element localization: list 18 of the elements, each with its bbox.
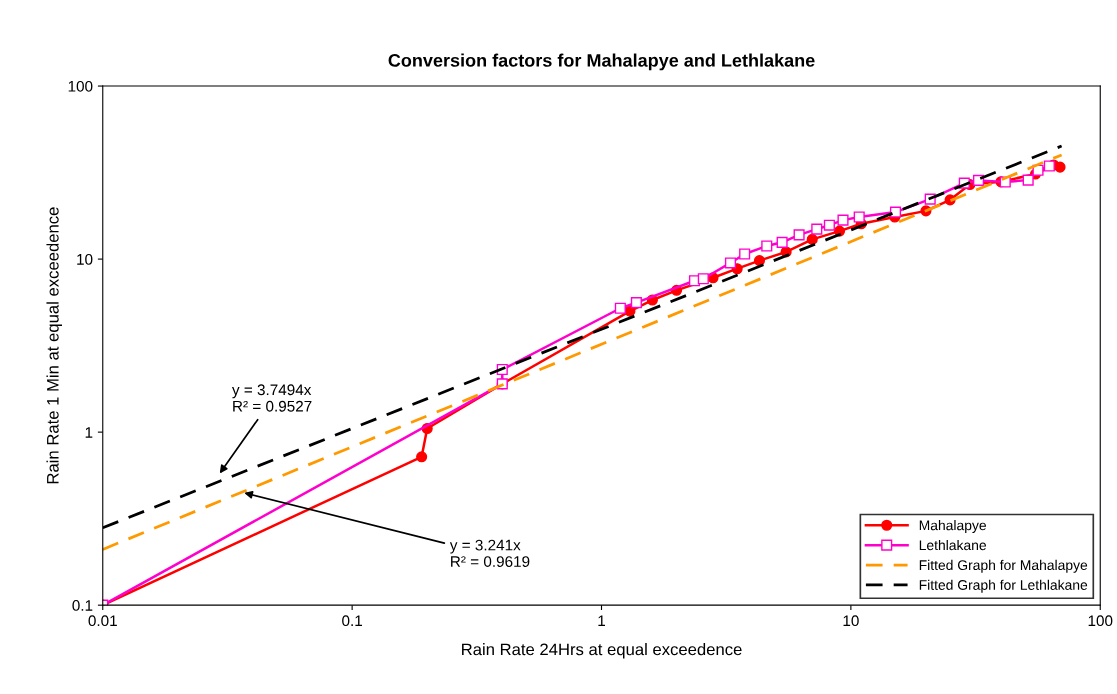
annotation: y = 3.7494x R² = 0.9527	[232, 384, 312, 412]
y-tick-label: 100	[68, 80, 93, 92]
x-tick-label: 0.1	[342, 615, 363, 627]
x-tick-label: 100	[1088, 615, 1113, 627]
y-tick-label: 0.1	[72, 600, 93, 611]
x-axis-title: Rain Rate 24Hrs at equal exceedence	[462, 643, 742, 659]
annotation: y = 3.241x R² = 0.9619	[449, 539, 530, 567]
legend-label: Lethlakane	[919, 539, 987, 551]
legend-label: Fitted Graph for Lethlakane	[919, 579, 1088, 593]
y-axis-title: Rain Rate 1 Min at equal exceedence	[46, 207, 62, 484]
y-tick-label: 1	[85, 427, 93, 438]
chart-title: Conversion factors for Mahalapye and Lethlakane	[388, 53, 815, 71]
x-tick-label: 10	[843, 615, 859, 627]
y-tick-label: 10	[77, 253, 93, 265]
legend-label: Mahalapye	[919, 520, 987, 533]
x-tick-label: 1	[598, 615, 606, 626]
legend-label: Fitted Graph for Mahalapye	[919, 559, 1088, 573]
x-tick-label: 0.01	[88, 615, 117, 627]
